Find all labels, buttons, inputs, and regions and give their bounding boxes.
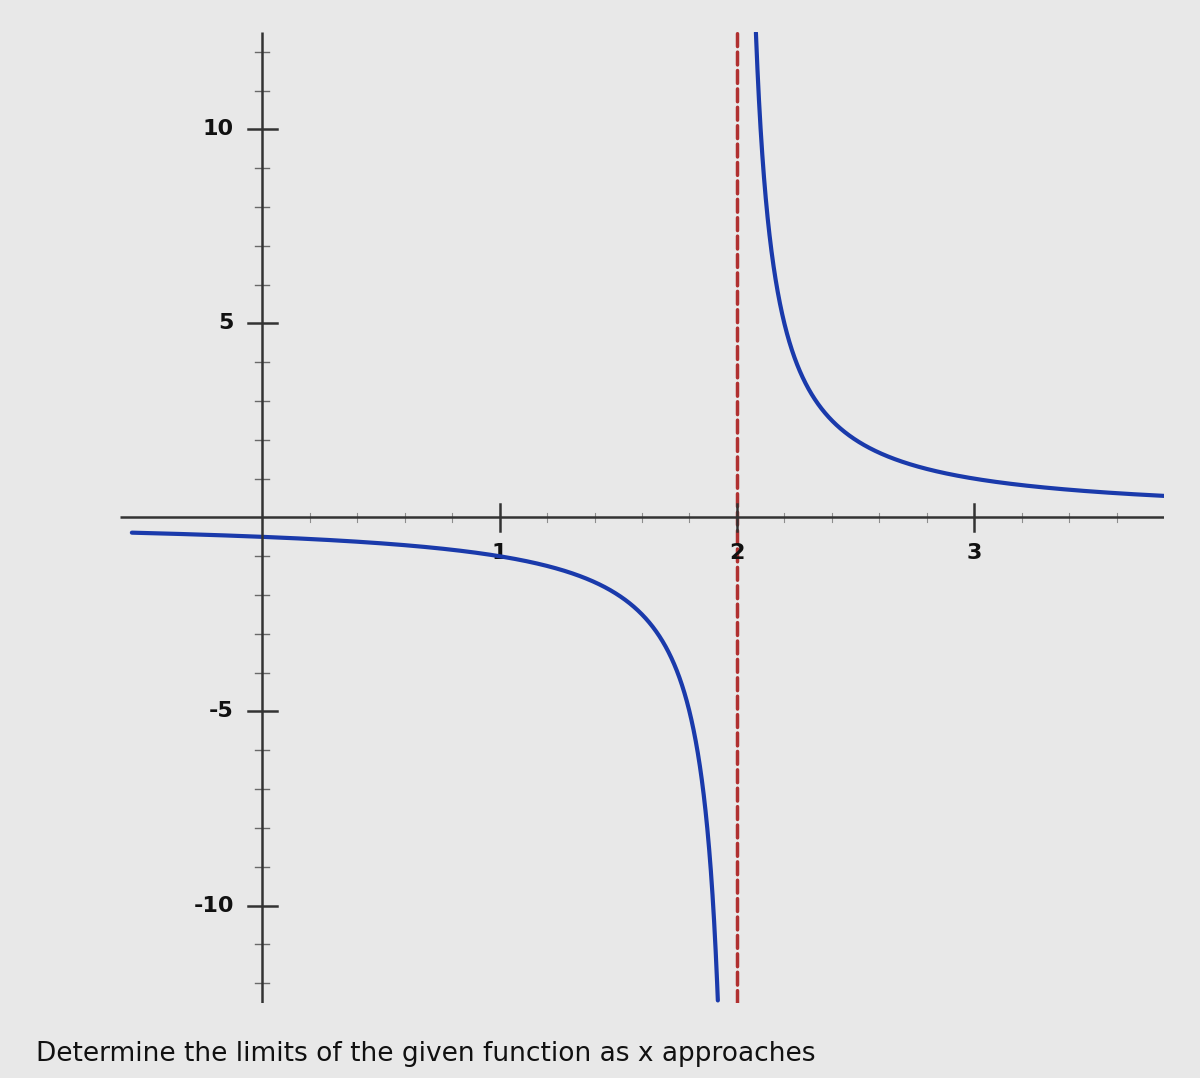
Text: 5: 5 [218,314,234,333]
Text: 10: 10 [203,120,234,139]
Text: 1: 1 [492,542,508,563]
Text: -10: -10 [193,896,234,915]
Text: 2: 2 [730,542,744,563]
Text: Determine the limits of the given function as x approaches: Determine the limits of the given functi… [36,1041,816,1067]
Text: -5: -5 [209,702,234,721]
Text: 3: 3 [966,542,982,563]
